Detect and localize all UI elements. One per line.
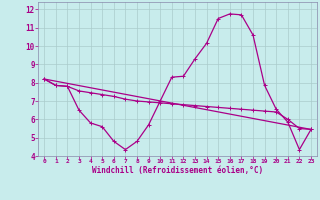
X-axis label: Windchill (Refroidissement éolien,°C): Windchill (Refroidissement éolien,°C) (92, 166, 263, 175)
